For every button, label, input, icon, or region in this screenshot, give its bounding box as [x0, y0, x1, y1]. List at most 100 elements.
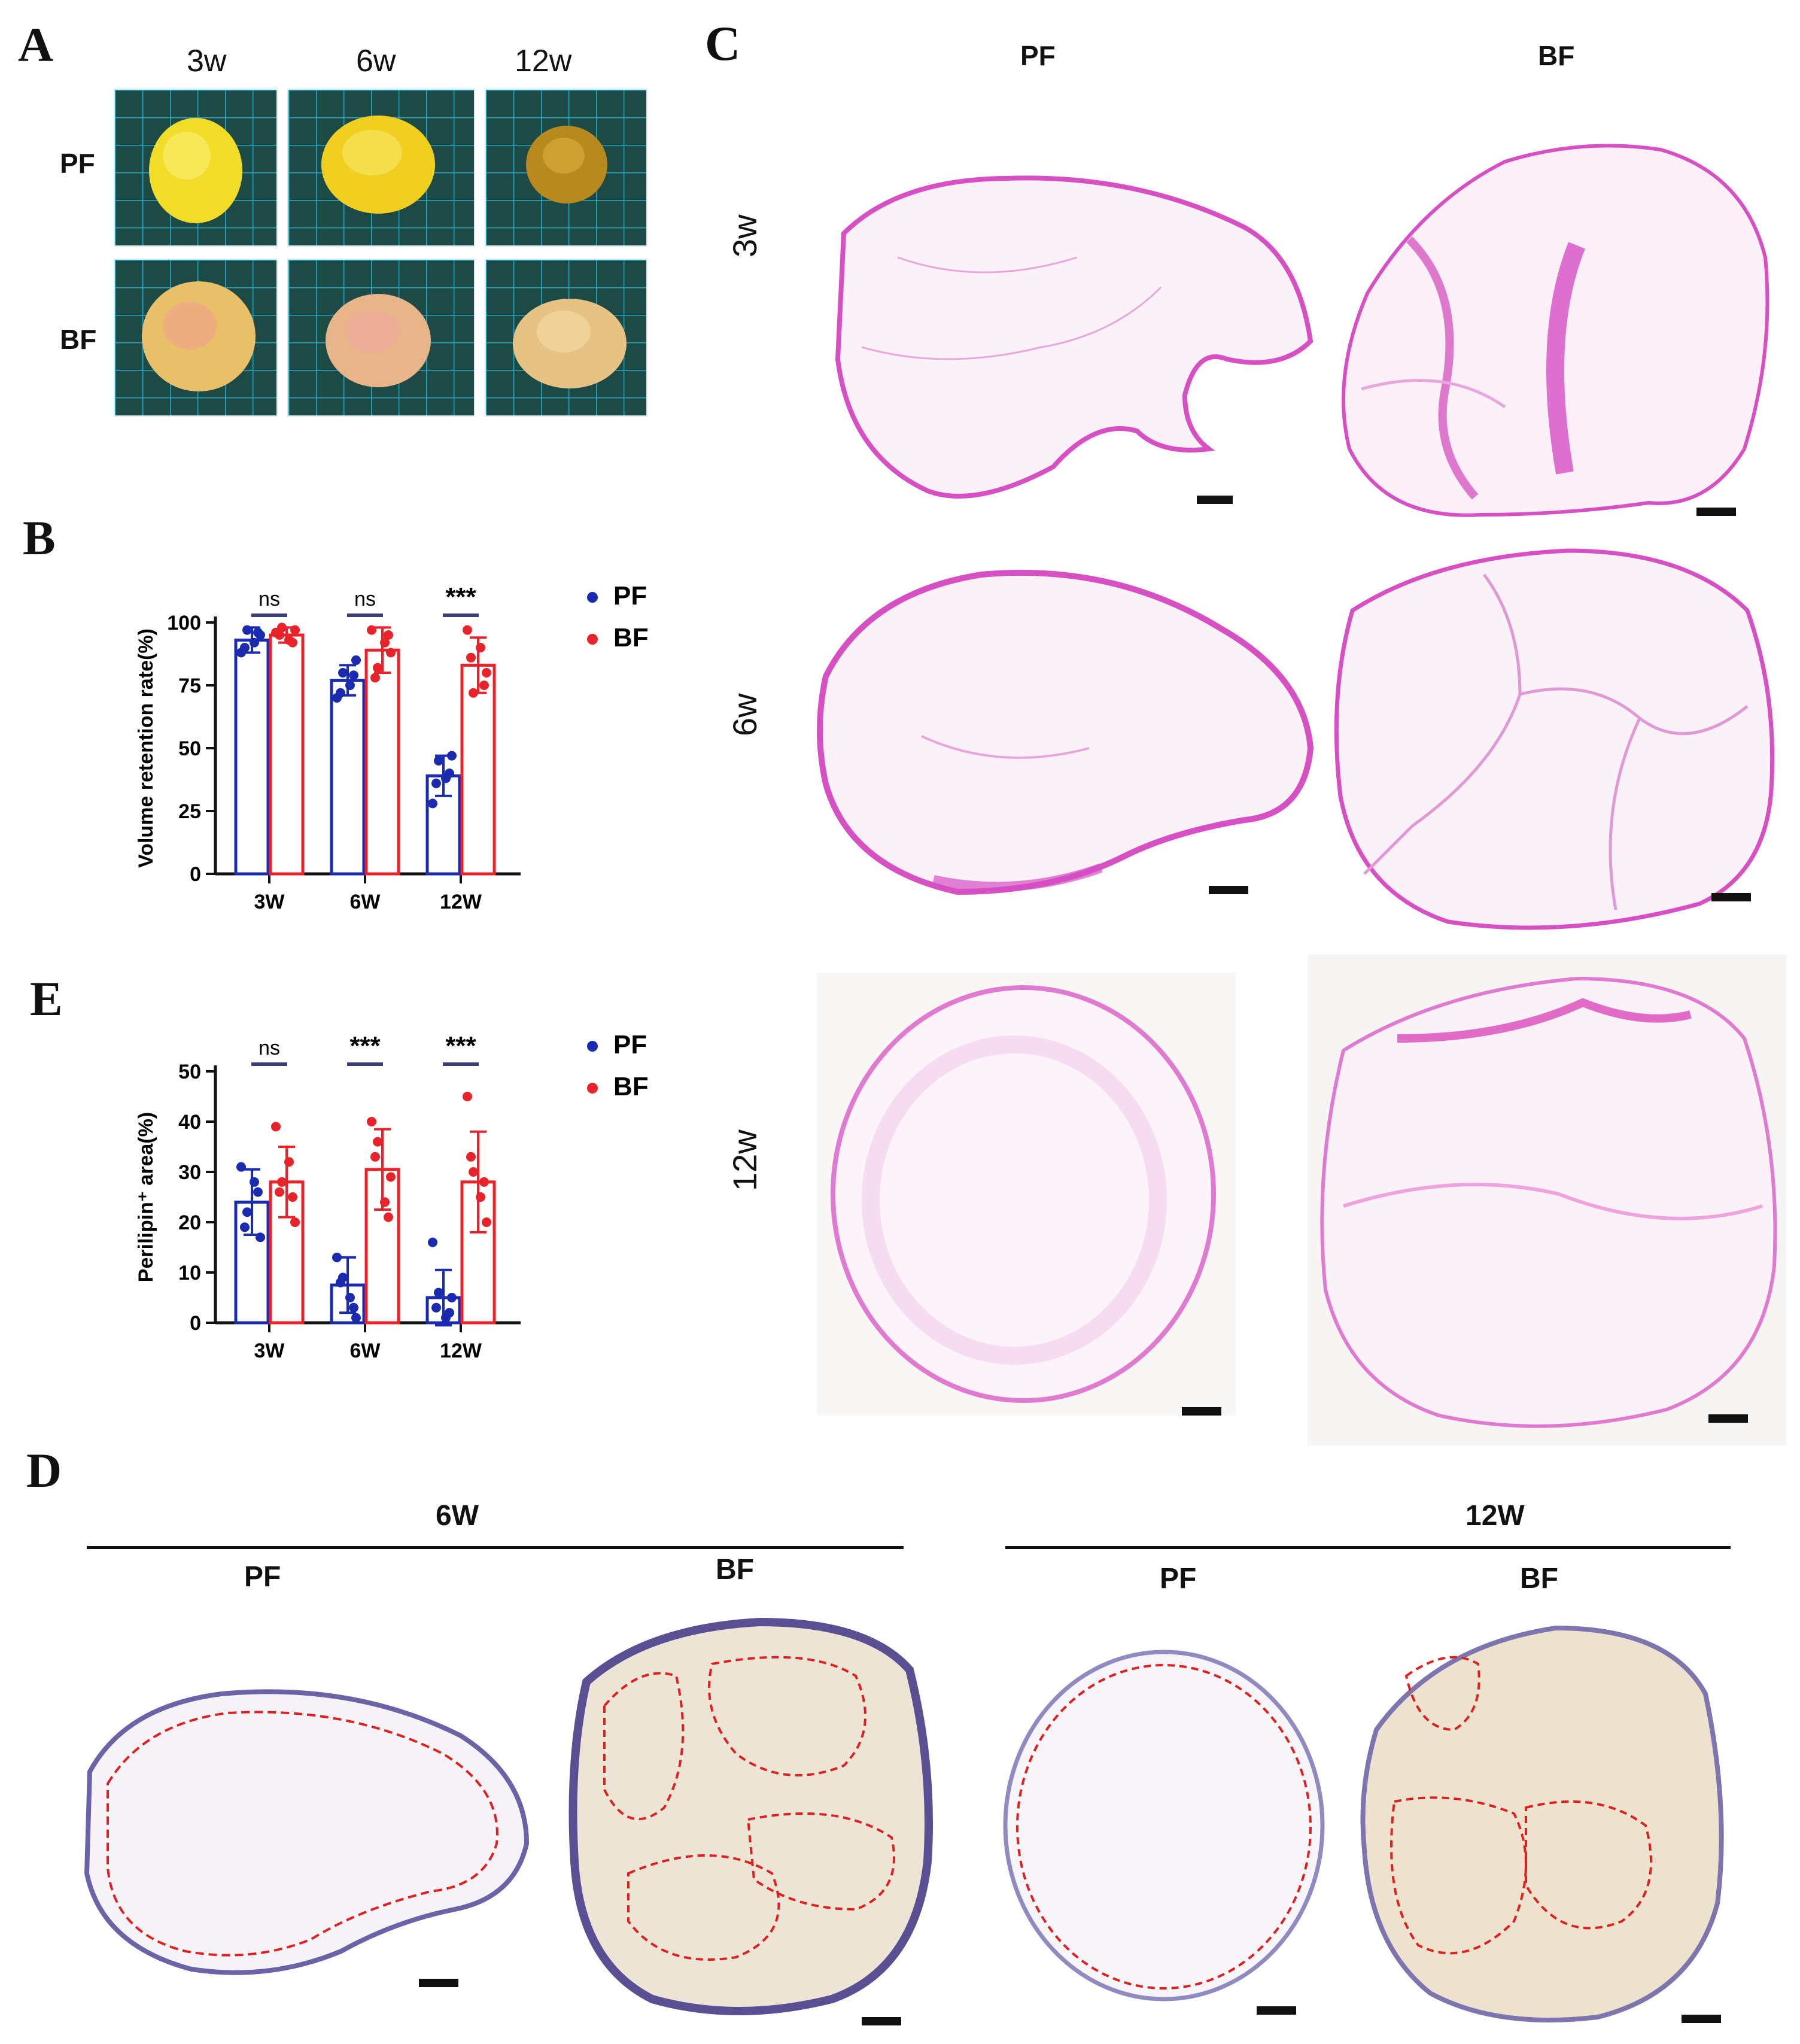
he-section-bf-12w: [1308, 955, 1786, 1445]
legend-marker: [587, 1041, 598, 1052]
legend-marker: [587, 1083, 598, 1094]
y-tick-label: 20: [178, 1211, 201, 1234]
data-point: [277, 1177, 287, 1187]
y-tick-label: 50: [178, 737, 201, 760]
x-tick-label: 6W: [350, 891, 381, 913]
data-point: [351, 1313, 361, 1323]
photo-bf-12w: [485, 259, 647, 417]
legend-label: BF: [613, 623, 649, 652]
x-tick-label: 6W: [350, 1340, 381, 1362]
data-point: [336, 1277, 345, 1287]
data-point: [476, 1192, 485, 1202]
he-section-pf-3w: [835, 175, 1313, 504]
data-point: [367, 1117, 376, 1126]
data-point: [290, 625, 300, 635]
data-point: [434, 1287, 443, 1298]
y-tick-label: 40: [178, 1111, 201, 1134]
legend-marker: [587, 634, 598, 645]
he-section-bf-3w: [1342, 144, 1769, 517]
graft-image: [288, 90, 474, 245]
panel-a-row-bf: BF: [60, 324, 97, 355]
data-point: [271, 1122, 281, 1132]
data-point: [431, 778, 441, 788]
y-tick-label: 30: [178, 1161, 201, 1184]
data-point: [351, 655, 361, 665]
data-point: [275, 1187, 284, 1197]
bar: [269, 633, 305, 876]
chart-perilipin-area: 0 10 20 30 40 50 Perilipin⁺ area(%) 3W 6W 12W ns **…: [135, 1030, 649, 1362]
photo-pf-3w: [114, 89, 278, 247]
data-point: [256, 1232, 265, 1243]
data-point: [431, 1302, 441, 1313]
significance-label: ns: [259, 1037, 280, 1059]
ihc-section-pf-12w: [1003, 1650, 1325, 2015]
data-point: [428, 798, 437, 809]
data-point: [482, 1217, 491, 1227]
data-point: [463, 625, 472, 635]
panel-c-col-pf: PF: [1020, 40, 1056, 71]
data-point: [236, 1162, 246, 1172]
data-point: [349, 670, 358, 681]
data-point: [482, 668, 491, 678]
data-point: [253, 1187, 263, 1197]
data-point: [373, 1137, 382, 1147]
data-point: [476, 643, 485, 652]
photo-bf-6w: [287, 259, 475, 417]
panel-d-group-12w: 12W: [1465, 1500, 1525, 1532]
significance-label: ***: [445, 582, 476, 612]
data-point: [380, 637, 390, 648]
data-point: [240, 643, 250, 652]
data-point: [349, 1302, 358, 1313]
x-tick-label: 12W: [440, 891, 482, 913]
data-point: [242, 1207, 252, 1217]
graft-image: [115, 90, 276, 245]
graft-image: [115, 260, 276, 415]
data-point: [345, 1293, 355, 1302]
data-point: [479, 681, 489, 690]
panel-c-row-3w: 3w: [726, 214, 764, 257]
panel-c-row-12w: 12w: [726, 1129, 764, 1191]
panel-letter-e: E: [30, 971, 63, 1026]
data-point: [277, 622, 287, 633]
panel-letter-b: B: [23, 511, 56, 565]
he-section-pf-6w: [817, 569, 1314, 895]
data-point: [479, 1177, 489, 1187]
data-point: [250, 1177, 259, 1187]
significance-label: ns: [354, 588, 376, 611]
data-point: [250, 637, 259, 648]
panel-c-row-6w: 6w: [726, 693, 764, 736]
x-tick-label: 12W: [440, 1340, 482, 1362]
data-point: [253, 627, 263, 637]
data-point: [284, 1157, 294, 1167]
data-point: [384, 630, 393, 640]
data-point: [447, 1293, 457, 1302]
photo-pf-12w: [485, 89, 647, 247]
panel-letter-a: A: [18, 17, 54, 72]
y-axis-label: Volume retention rate(%): [135, 628, 157, 868]
panel-d-col-bf-12w: BF: [1520, 1563, 1558, 1594]
data-point: [380, 1197, 390, 1207]
data-point: [275, 630, 284, 640]
data-point: [386, 1172, 396, 1182]
data-point: [445, 769, 454, 778]
panel-d-group-6w-rule: [87, 1546, 904, 1549]
data-point: [386, 648, 396, 658]
data-point: [469, 688, 478, 698]
panel-c-col-bf: BF: [1538, 40, 1575, 71]
panel-letter-c: C: [705, 16, 741, 71]
graft-image: [486, 90, 646, 245]
bar: [460, 663, 496, 876]
data-point: [447, 751, 457, 761]
data-point: [466, 652, 476, 663]
bar: [330, 679, 366, 876]
data-point: [373, 663, 382, 673]
y-tick-label: 0: [190, 1312, 201, 1335]
data-point: [384, 1212, 393, 1222]
data-point: [463, 1092, 472, 1101]
data-point: [332, 1252, 342, 1262]
panel-a-col-3w: 3w: [187, 44, 227, 78]
he-section-bf-6w: [1334, 548, 1775, 930]
x-tick-label: 3W: [254, 891, 285, 913]
significance-label: ***: [445, 1031, 476, 1061]
y-tick-label: 75: [178, 675, 201, 697]
